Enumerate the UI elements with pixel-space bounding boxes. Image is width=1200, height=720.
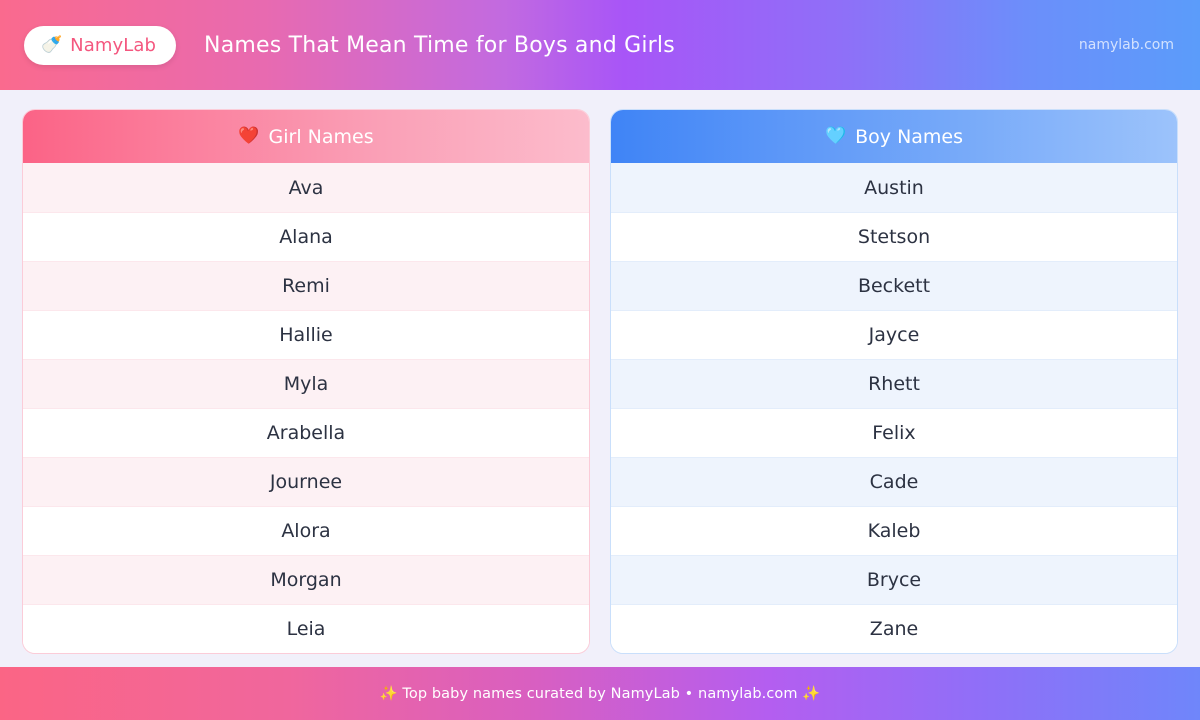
app-header: 🍼 NamyLab Names That Mean Time for Boys …	[0, 0, 1200, 90]
list-item[interactable]: Kaleb	[611, 506, 1177, 555]
red-heart-icon: ❤️	[238, 126, 260, 146]
girl-names-list: Ava Alana Remi Hallie Myla Arabella Jour…	[23, 163, 589, 653]
boy-names-card: 🩵 Boy Names Austin Stetson Beckett Jayce…	[610, 109, 1178, 654]
boy-names-card-title: Boy Names	[855, 125, 964, 148]
page-footer: ✨ Top baby names curated by NamyLab • na…	[0, 667, 1200, 720]
list-item[interactable]: Remi	[23, 261, 589, 310]
list-item[interactable]: Rhett	[611, 359, 1177, 408]
list-item[interactable]: Ava	[23, 163, 589, 212]
list-item[interactable]: Zane	[611, 604, 1177, 653]
list-item[interactable]: Bryce	[611, 555, 1177, 604]
cards-container: ❤️ Girl Names Ava Alana Remi Hallie Myla…	[0, 90, 1200, 667]
boy-names-list: Austin Stetson Beckett Jayce Rhett Felix…	[611, 163, 1177, 653]
brand-name-label: NamyLab	[70, 34, 157, 56]
girl-names-card-title: Girl Names	[268, 125, 374, 148]
page-title: Names That Mean Time for Boys and Girls	[204, 32, 675, 58]
girl-names-card-header: ❤️ Girl Names	[23, 110, 589, 163]
list-item[interactable]: Alana	[23, 212, 589, 261]
footer-credit-label: ✨ Top baby names curated by NamyLab • na…	[379, 686, 821, 702]
list-item[interactable]: Journee	[23, 457, 589, 506]
girl-names-card: ❤️ Girl Names Ava Alana Remi Hallie Myla…	[22, 109, 590, 654]
light-blue-heart-icon: 🩵	[824, 126, 847, 146]
site-url-label: namylab.com	[1078, 37, 1174, 53]
list-item[interactable]: Myla	[23, 359, 589, 408]
list-item[interactable]: Stetson	[611, 212, 1177, 261]
list-item[interactable]: Cade	[611, 457, 1177, 506]
list-item[interactable]: Jayce	[611, 310, 1177, 359]
list-item[interactable]: Alora	[23, 506, 589, 555]
list-item[interactable]: Hallie	[23, 310, 589, 359]
list-item[interactable]: Beckett	[611, 261, 1177, 310]
baby-bottle-icon: 🍼	[41, 34, 63, 55]
list-item[interactable]: Felix	[611, 408, 1177, 457]
boy-names-card-header: 🩵 Boy Names	[611, 110, 1177, 163]
list-item[interactable]: Arabella	[23, 408, 589, 457]
brand-logo-badge[interactable]: 🍼 NamyLab	[24, 25, 177, 65]
list-item[interactable]: Leia	[23, 604, 589, 653]
list-item[interactable]: Morgan	[23, 555, 589, 604]
list-item[interactable]: Austin	[611, 163, 1177, 212]
